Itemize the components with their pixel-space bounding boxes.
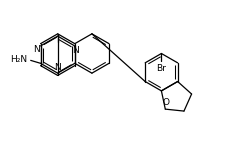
Text: N: N xyxy=(72,46,79,55)
Text: N: N xyxy=(54,63,61,72)
Text: O: O xyxy=(162,98,169,107)
Text: Br: Br xyxy=(156,64,166,73)
Text: H₂N: H₂N xyxy=(10,55,27,64)
Text: N: N xyxy=(33,45,39,54)
